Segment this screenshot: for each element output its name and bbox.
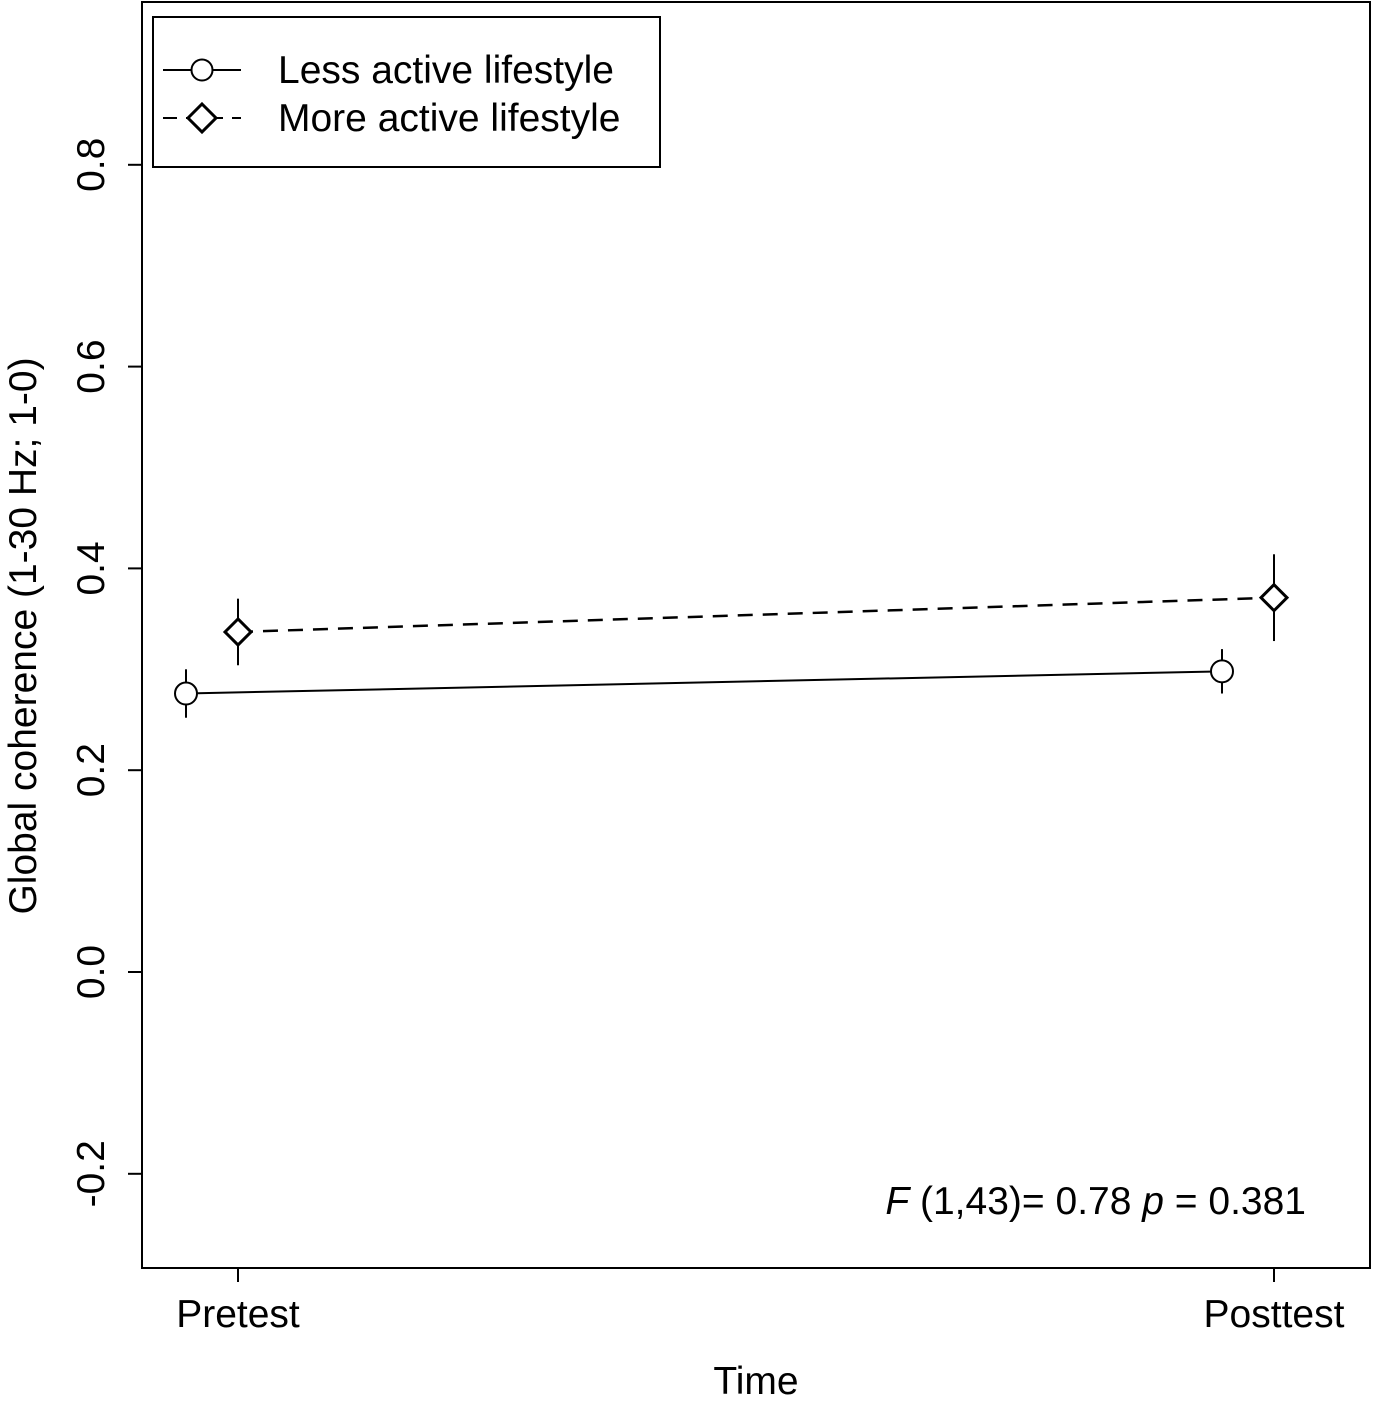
data-point-circle — [174, 681, 198, 706]
f-symbol: F — [885, 1180, 911, 1223]
x-tick-label: Pretest — [176, 1293, 300, 1336]
series-line — [237, 596, 1275, 634]
series-more-active — [222, 554, 1290, 666]
series-line — [185, 670, 1223, 695]
series-layer — [174, 554, 1290, 718]
legend-label-more-active: More active lifestyle — [278, 97, 620, 140]
y-tick-label: 0.8 — [70, 138, 113, 192]
plot-frame — [141, 1, 1371, 1269]
y-axis-title: Global coherence (1-30 Hz; 1-0) — [2, 357, 45, 914]
p-symbol: p — [1141, 1180, 1164, 1223]
series-less-active — [174, 649, 1234, 718]
p-value: = 0.381 — [1164, 1180, 1306, 1223]
f-value: (1,43)= 0.78 — [909, 1180, 1142, 1223]
x-axis: Pretest Posttest — [176, 1267, 1345, 1336]
x-tick-label: Posttest — [1204, 1293, 1345, 1336]
x-axis-title: Time — [713, 1360, 798, 1401]
data-point-circle — [1210, 659, 1234, 684]
y-axis: -0.2 0.0 0.2 0.4 0.6 0.8 — [70, 138, 143, 1207]
legend-label-less-active: Less active lifestyle — [278, 49, 614, 92]
legend-marker-circle — [190, 58, 214, 82]
y-tick-label: 0.2 — [70, 743, 113, 797]
data-point-diamond — [222, 616, 254, 648]
y-tick-label: 0.4 — [70, 541, 113, 595]
data-point-diamond — [1258, 582, 1290, 613]
y-tick-label: 0.6 — [70, 339, 113, 393]
legend-box — [152, 16, 661, 168]
y-tick-label: 0.0 — [70, 945, 113, 999]
y-tick-label: -0.2 — [70, 1140, 113, 1207]
stats-annotation: F (1,43)= 0.78 p = 0.381 — [885, 1180, 1306, 1223]
legend-marker-diamond — [185, 101, 219, 135]
legend: Less active lifestyle More active lifest… — [152, 16, 661, 168]
